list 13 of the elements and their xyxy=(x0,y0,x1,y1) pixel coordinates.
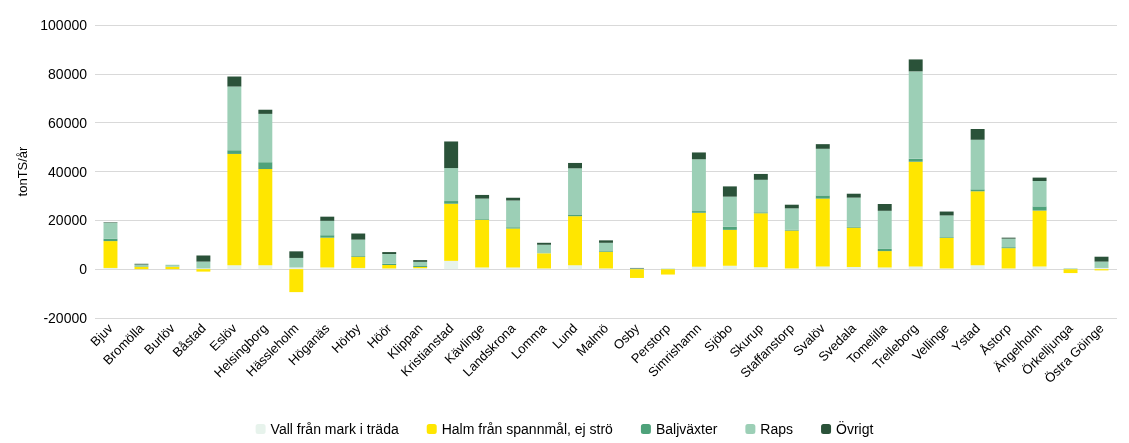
y-tick-label: 100000 xyxy=(40,17,88,33)
y-tick-label: 80000 xyxy=(48,65,88,82)
y-tick-label: 0 xyxy=(79,261,88,278)
legend-label: Vall från mark i träda xyxy=(270,421,399,437)
y-tick-label: 20000 xyxy=(48,212,88,229)
y-axis-title: tonTS/år xyxy=(15,145,31,197)
legend-label: Baljväxter xyxy=(655,421,718,437)
y-tick-label: 40000 xyxy=(48,163,88,180)
legend-label: Övrigt xyxy=(836,420,874,437)
y-tick-label: -20000 xyxy=(43,310,88,326)
y-tick-label: 60000 xyxy=(48,114,88,131)
legend-label: Raps xyxy=(760,421,794,437)
legend-label: Halm från spannmål, ej strö xyxy=(441,421,614,437)
